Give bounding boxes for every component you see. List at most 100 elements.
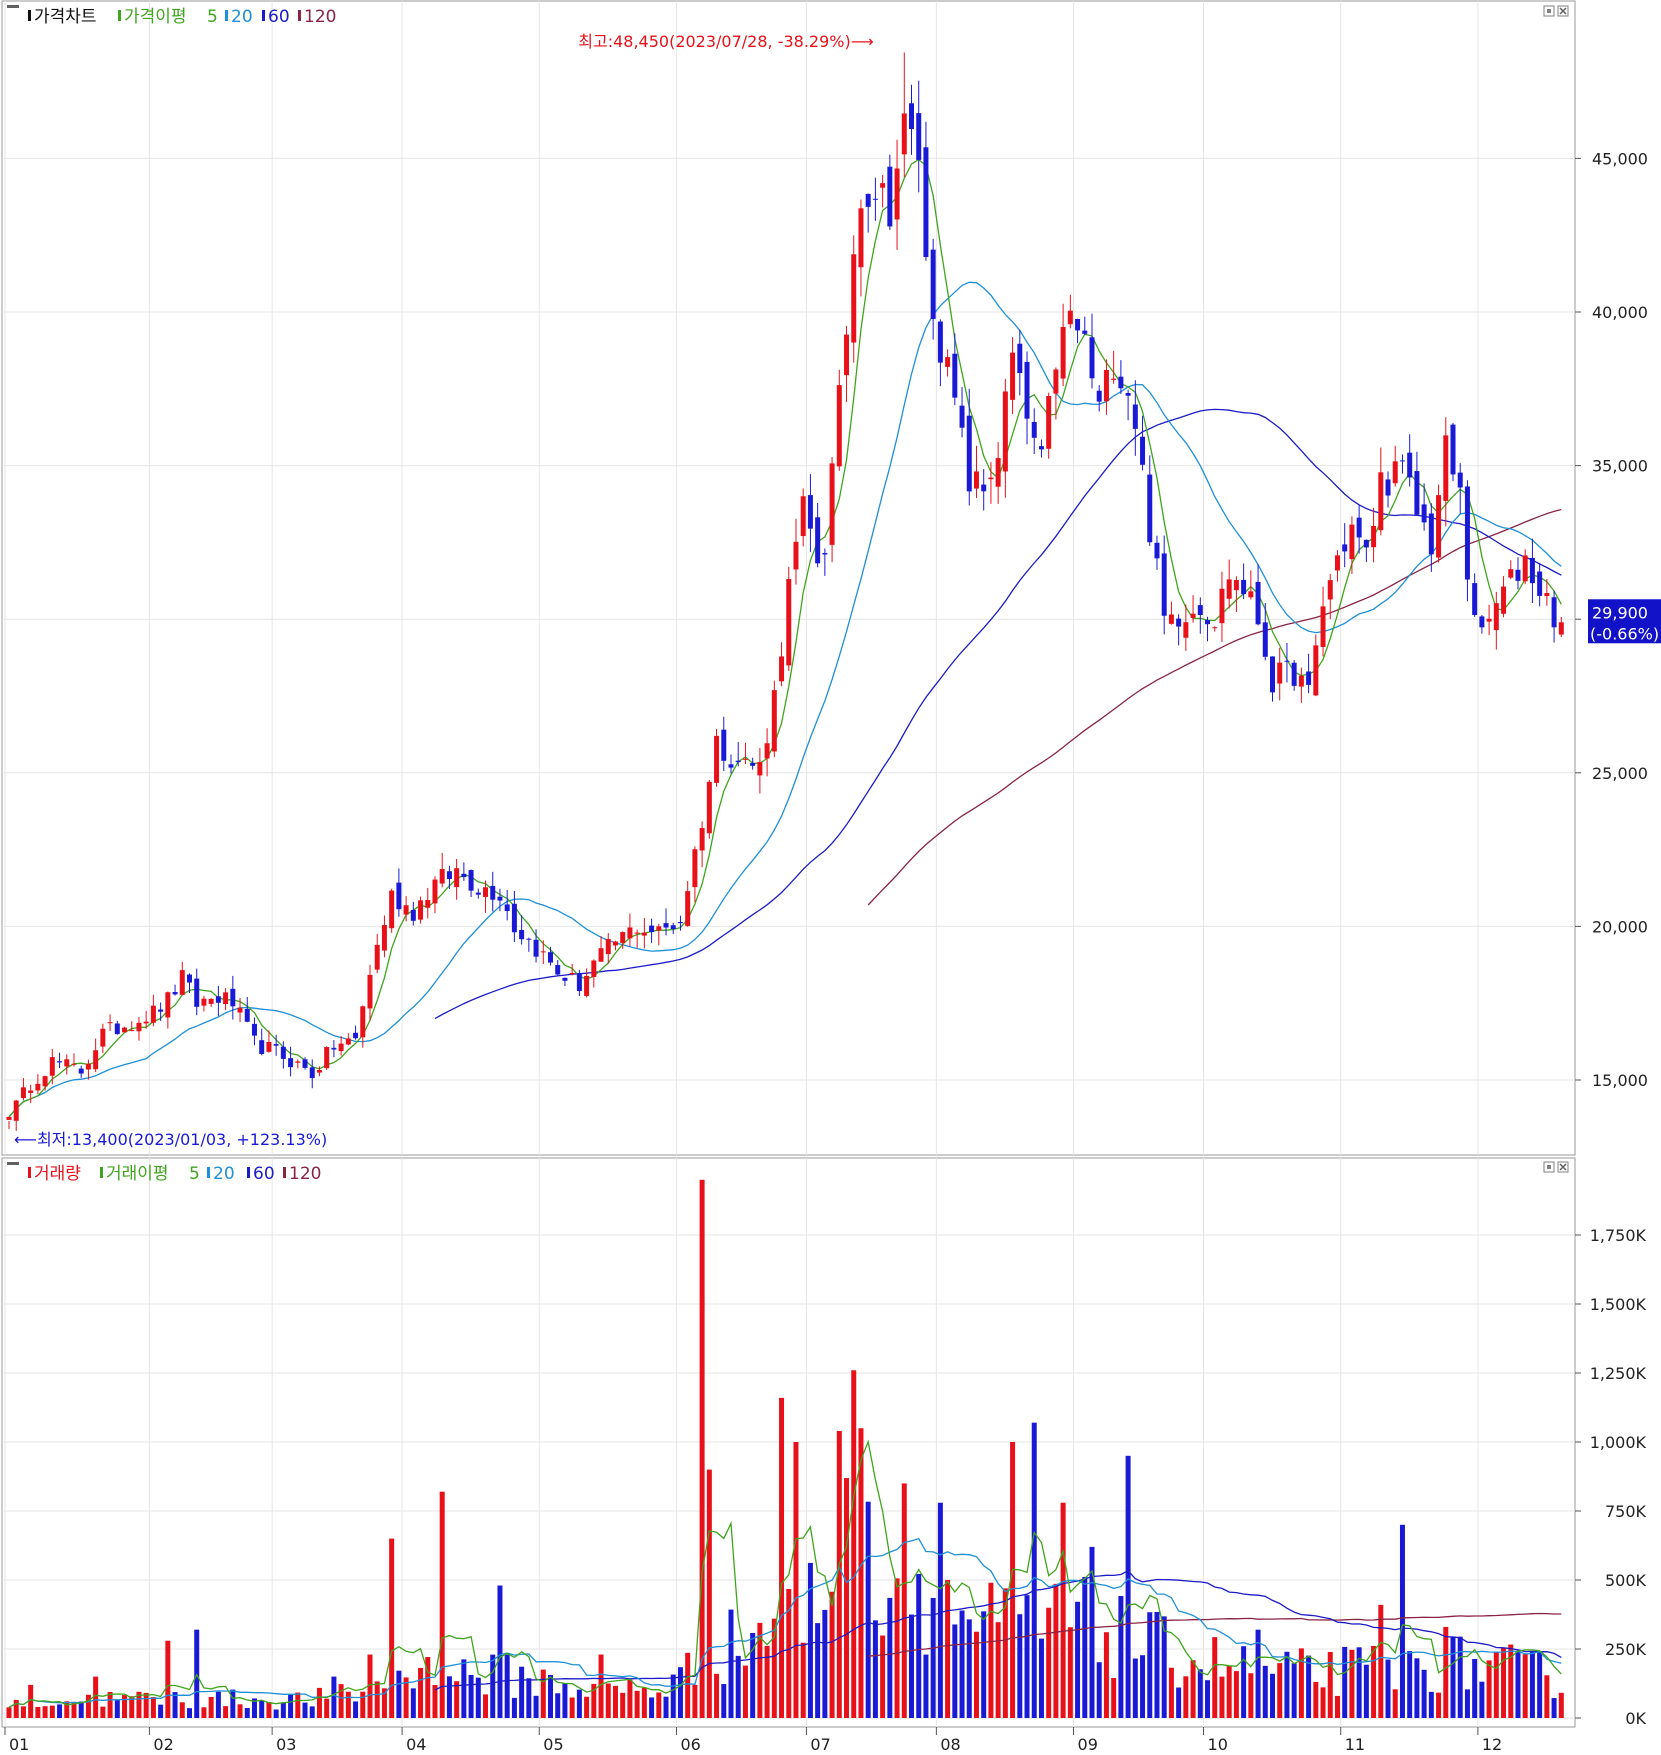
volume-bar [345, 1691, 351, 1718]
price-panel-controls[interactable] [1543, 5, 1569, 17]
candle-body [1226, 579, 1232, 599]
volume-bar [353, 1701, 359, 1718]
candle-body [858, 208, 864, 268]
legend-price-name: 가격차트 [34, 7, 97, 27]
box-icon[interactable] [1543, 5, 1555, 17]
candle-body [259, 1040, 265, 1054]
price-candle [1205, 616, 1211, 642]
price-candle [1371, 507, 1377, 563]
vma120-line [868, 1612, 1562, 1657]
volume-bar [742, 1665, 748, 1718]
volume-panel-controls[interactable] [1543, 1161, 1569, 1173]
candle-body [757, 761, 763, 776]
price-candle [757, 748, 763, 794]
candle-body [800, 496, 806, 537]
volume-bar [179, 1702, 185, 1718]
price-candle [1176, 614, 1182, 646]
volume-bar [656, 1692, 662, 1718]
volume-bar [822, 1609, 828, 1718]
candle-body [396, 882, 402, 910]
candle-body [150, 1005, 156, 1023]
x-tick-label: 02 [153, 1735, 173, 1754]
volume-bar [418, 1667, 424, 1718]
panel-menu-icon[interactable] [7, 5, 19, 8]
close-icon[interactable] [1557, 5, 1569, 17]
volume-bar [1428, 1691, 1434, 1718]
volume-bar [1378, 1604, 1384, 1718]
candle-body [338, 1043, 344, 1052]
legend-vma20: 20 [213, 1164, 235, 1184]
volume-moving-averages [8, 1439, 1562, 1708]
price-candle [497, 888, 503, 912]
price-candle [1558, 616, 1564, 638]
candle-body [410, 909, 416, 921]
price-y-tick-label: 35,000 [1592, 457, 1648, 476]
price-candle [685, 881, 691, 927]
volume-bar [107, 1691, 113, 1718]
price-candle [1002, 378, 1008, 498]
candle-body [1342, 544, 1348, 552]
candle-body [266, 1042, 272, 1052]
price-y-tick-label: 15,000 [1592, 1071, 1648, 1090]
candle-body [1212, 627, 1218, 629]
price-candle [533, 929, 539, 963]
candle-body [85, 1063, 91, 1070]
volume-bar [598, 1654, 604, 1718]
candle-body [107, 1022, 113, 1024]
close-icon[interactable] [1557, 1161, 1569, 1173]
box-icon[interactable] [1543, 1161, 1555, 1173]
volume-bar [1493, 1652, 1499, 1718]
price-candle [1262, 602, 1268, 661]
volume-bar [288, 1694, 294, 1718]
candle-body [1493, 603, 1499, 631]
price-candle [569, 963, 575, 976]
volume-bar [750, 1632, 756, 1718]
candle-body [1046, 395, 1052, 449]
x-axis-band [0, 1728, 1661, 1755]
candle-body [425, 900, 431, 908]
candle-body [165, 992, 171, 1018]
candle-body [1060, 326, 1066, 379]
volume-bar [1436, 1692, 1442, 1718]
volume-bar [1544, 1675, 1550, 1718]
candle-body [129, 1030, 135, 1032]
candle-body [353, 1032, 359, 1039]
volume-bar [540, 1669, 546, 1718]
candle-body [295, 1061, 301, 1063]
volume-bar [454, 1681, 460, 1718]
price-panel[interactable]: 15,00020,00025,00030,00035,00040,00045,0… [1, 0, 1661, 1156]
candle-body [952, 353, 958, 398]
price-candle [1544, 578, 1550, 606]
candle-body [923, 147, 929, 258]
candle-body [822, 553, 828, 555]
volume-bar [649, 1697, 655, 1718]
candle-body [966, 415, 972, 492]
volume-bar [1176, 1687, 1182, 1718]
price-candle [1111, 350, 1117, 384]
price-candle [901, 52, 907, 178]
candle-body [475, 892, 481, 895]
candle-body [1082, 330, 1088, 334]
volume-bar [677, 1667, 683, 1718]
candle-body [815, 517, 821, 564]
volume-bar [584, 1696, 590, 1718]
price-candle [887, 154, 893, 230]
volume-bar [1464, 1689, 1470, 1718]
panel-menu-icon[interactable] [7, 1162, 19, 1165]
candle-body [656, 926, 662, 931]
candle-body [331, 1047, 337, 1050]
volume-bar [641, 1687, 647, 1718]
candle-body [374, 944, 380, 970]
candle-body [1168, 614, 1174, 624]
candle-body [201, 998, 207, 1006]
candle-body [750, 762, 756, 766]
candle-body [945, 357, 951, 367]
price-candle [952, 333, 958, 406]
volume-bar [1501, 1647, 1507, 1718]
price-candle [548, 946, 553, 966]
candle-body [1508, 569, 1514, 578]
volume-bar [1024, 1595, 1030, 1718]
price-candle [641, 917, 647, 949]
volume-panel[interactable]: 0K 250K 500K 750K 1,000K 1,250K 1,500K 1,750K 거… [1, 1157, 1647, 1728]
